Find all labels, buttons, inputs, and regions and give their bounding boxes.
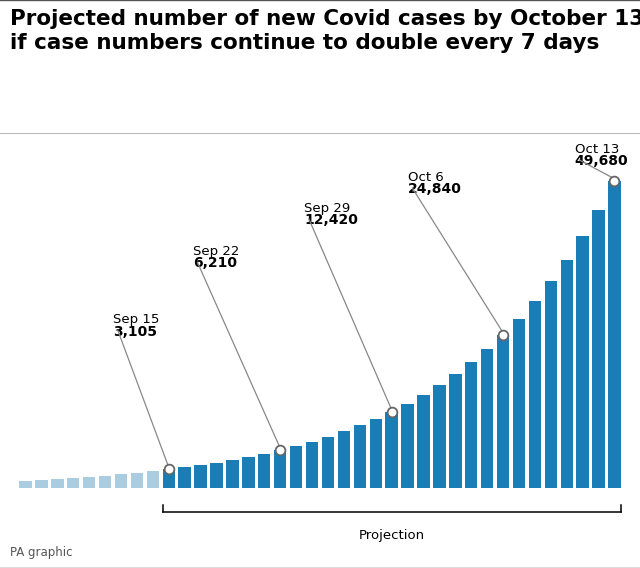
Bar	[227, 460, 239, 488]
Text: 49,680: 49,680	[575, 154, 628, 168]
Text: Oct 13: Oct 13	[575, 143, 619, 156]
Bar	[306, 441, 318, 488]
Text: Sep 29: Sep 29	[304, 202, 350, 215]
Bar	[83, 477, 95, 488]
Bar	[417, 395, 429, 488]
Bar	[561, 260, 573, 488]
Text: 12,420: 12,420	[304, 213, 358, 227]
Text: Projection: Projection	[358, 529, 425, 542]
Bar	[481, 349, 493, 488]
Bar	[353, 425, 366, 488]
Bar	[497, 335, 509, 488]
Bar	[465, 362, 477, 488]
Text: Sep 22: Sep 22	[193, 245, 239, 258]
Bar	[131, 473, 143, 488]
Text: 6,210: 6,210	[193, 256, 237, 270]
Bar	[179, 467, 191, 488]
Bar	[513, 319, 525, 488]
Text: Sep 15: Sep 15	[113, 313, 159, 326]
Bar	[147, 471, 159, 488]
Bar	[163, 469, 175, 488]
Bar	[99, 475, 111, 488]
Bar	[51, 479, 63, 488]
Bar	[369, 419, 382, 488]
Bar	[577, 236, 589, 488]
Bar	[35, 480, 47, 488]
Bar	[529, 301, 541, 488]
Bar	[258, 454, 271, 488]
Bar	[593, 210, 605, 488]
Bar	[274, 450, 287, 488]
Text: Oct 6: Oct 6	[408, 170, 444, 183]
Text: 24,840: 24,840	[408, 182, 461, 196]
Text: PA graphic: PA graphic	[10, 546, 72, 559]
Bar	[211, 462, 223, 488]
Bar	[338, 431, 350, 488]
Bar	[322, 437, 334, 488]
Bar	[449, 374, 461, 488]
Bar	[385, 412, 398, 488]
Bar	[195, 465, 207, 488]
Text: Projected number of new Covid cases by October 13
if case numbers continue to do: Projected number of new Covid cases by O…	[10, 9, 640, 52]
Bar	[115, 474, 127, 488]
Bar	[67, 478, 79, 488]
Bar	[433, 385, 445, 488]
Bar	[401, 403, 413, 488]
Bar	[545, 281, 557, 488]
Bar	[608, 181, 621, 488]
Bar	[242, 457, 255, 488]
Bar	[290, 446, 302, 488]
Bar	[19, 481, 32, 488]
Text: 3,105: 3,105	[113, 324, 157, 339]
